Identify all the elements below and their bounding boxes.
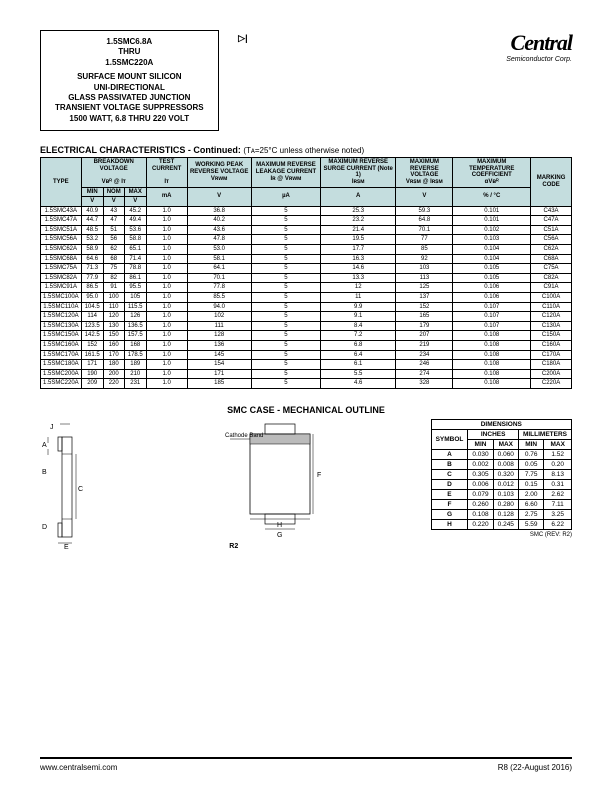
label-F: F (317, 472, 321, 479)
subtitle-line3: GLASS PASSIVATED JUNCTION (55, 93, 204, 103)
th-max-v: V (124, 197, 146, 207)
th-temp-coef: MAXIMUM TEMPERATURE COEFFICIENTαVʙᴿ (453, 158, 531, 187)
table-row: 1.5SMC110A104.5110115.51.094.059.91520.1… (41, 302, 572, 312)
dimensions-block: DIMENSIONS SYMBOL INCHES MILLIMETERS MIN… (431, 419, 572, 538)
logo: Central Semiconductor Corp. (506, 30, 572, 63)
th-marking: MARKING CODE (531, 158, 572, 207)
th-v1: V (187, 187, 251, 206)
label-cathode: Cathode Band (225, 433, 263, 439)
title-line2: THRU (55, 47, 204, 57)
table-row: 1.5SMC43A40.94345.21.036.8525.359.30.101… (41, 206, 572, 216)
table-row: A0.0300.0600.761.52 (431, 449, 571, 459)
th-min-v: V (81, 197, 103, 207)
table-row: 1.5SMC100A95.01001051.085.55111370.106C1… (41, 293, 572, 303)
subtitle-line2: UNI-DIRECTIONAL (55, 83, 204, 93)
label-D: D (42, 524, 47, 531)
table-row: C0.3050.3207.758.13 (431, 469, 571, 479)
table-row: 1.5SMC220A2092202311.018554.63280.108C22… (41, 379, 572, 389)
th-ma: mA (146, 187, 187, 206)
label-J: J (50, 424, 54, 431)
table-row: 1.5SMC75A71.37578.81.064.1514.61030.105C… (41, 264, 572, 274)
table-row: 1.5SMC160A1521601681.013656.82190.108C16… (41, 341, 572, 351)
footer: www.centralsemi.com R8 (22-August 2016) (40, 757, 572, 772)
logo-main: Central (506, 30, 572, 56)
th-ua: µA (251, 187, 320, 206)
table-row: 1.5SMC68A64.66871.41.058.1516.3920.104C6… (41, 254, 572, 264)
label-H: H (277, 522, 282, 529)
table-row: 1.5SMC91A86.59195.51.077.85121250.106C91… (41, 283, 572, 293)
label-C: C (78, 486, 83, 493)
r2-label: R2 (229, 543, 345, 550)
th-nom-v: V (103, 197, 124, 207)
th-surge: MAXIMUM REVERSE SURGE CURRENT (Note 1)Iʀ… (321, 158, 396, 187)
mech-title: SMC CASE - MECHANICAL OUTLINE (40, 405, 572, 415)
th-reverse-v: MAXIMUM REVERSE VOLTAGEVʀꜱᴍ @ Iʀꜱᴍ (396, 158, 453, 187)
th-a: A (321, 187, 396, 206)
mech-side-view: J A B C D E (40, 419, 140, 559)
dims-mm: MILLIMETERS (518, 429, 571, 439)
table-row: 1.5SMC120A1141201261.010259.11650.107C12… (41, 312, 572, 322)
logo-sub: Semiconductor Corp. (506, 56, 572, 63)
footer-rev: R8 (22-August 2016) (498, 763, 572, 772)
th-type: TYPE (41, 158, 82, 207)
subtitle-line1: SURFACE MOUNT SILICON (55, 72, 204, 82)
title-box: ▷| 1.5SMC6.8A THRU 1.5SMC220A SURFACE MO… (40, 30, 219, 131)
title-line1: 1.5SMC6.8A (55, 37, 204, 47)
dimensions-table: DIMENSIONS SYMBOL INCHES MILLIMETERS MIN… (431, 419, 572, 530)
electrical-table: TYPE BREAKDOWN VOLTAGEVʙᴿ @ Iᴛ TEST CURR… (40, 157, 572, 389)
table-row: 1.5SMC51A48.55153.61.043.6521.470.10.102… (41, 225, 572, 235)
footer-url: www.centralsemi.com (40, 763, 117, 772)
table-row: 1.5SMC47A44.74749.41.040.2523.264.80.101… (41, 216, 572, 226)
table-row: H0.2200.2455.596.22 (431, 519, 571, 529)
th-nom: NOM (103, 187, 124, 197)
table-row: 1.5SMC200A1902002101.017155.52740.108C20… (41, 369, 572, 379)
th-leakage: MAXIMUM REVERSE LEAKAGE CURRENTIʀ @ Vʀᴡᴍ (251, 158, 320, 187)
table-row: 1.5SMC130A123.5130136.51.011158.41790.10… (41, 321, 572, 331)
dims-symbol: SYMBOL (431, 429, 468, 449)
th-working: WORKING PEAK REVERSE VOLTAGEVʀᴡᴍ (187, 158, 251, 187)
th-pct: % / °C (453, 187, 531, 206)
th-test-current: TEST CURRENTIᴛ (146, 158, 187, 187)
table-row: B0.0020.0080.050.20 (431, 459, 571, 469)
diode-symbol: ▷| (238, 33, 247, 45)
label-B: B (42, 469, 47, 476)
label-A: A (42, 442, 47, 449)
table-row: 1.5SMC56A53.25658.81.047.8519.5770.103C5… (41, 235, 572, 245)
dims-title: DIMENSIONS (431, 419, 571, 429)
th-v2: V (396, 187, 453, 206)
section-title: ELECTRICAL CHARACTERISTICS - Continued: … (40, 145, 572, 155)
table-row: D0.0060.0120.150.31 (431, 479, 571, 489)
table-row: 1.5SMC62A58.96265.11.053.0517.7850.104C6… (41, 245, 572, 255)
table-row: 1.5SMC150A142.5150157.51.012857.22070.10… (41, 331, 572, 341)
subtitle-line5: 1500 WATT, 6.8 THRU 220 VOLT (55, 114, 204, 124)
table-row: 1.5SMC170A161.5170178.51.014556.42340.10… (41, 350, 572, 360)
th-max: MAX (124, 187, 146, 197)
th-breakdown: BREAKDOWN VOLTAGEVʙᴿ @ Iᴛ (81, 158, 146, 187)
table-row: F0.2600.2806.607.11 (431, 499, 571, 509)
dims-rev: SMC (REV: R2) (431, 532, 572, 538)
title-line3: 1.5SMC220A (55, 58, 204, 68)
dims-inches: INCHES (468, 429, 519, 439)
mech-top-view: Cathode Band F G H R2 (225, 419, 345, 550)
table-row: 1.5SMC180A1711801891.015456.12460.108C18… (41, 360, 572, 370)
th-min: MIN (81, 187, 103, 197)
table-row: E0.0790.1032.002.62 (431, 489, 571, 499)
table-row: G0.1080.1282.753.25 (431, 509, 571, 519)
subtitle-line4: TRANSIENT VOLTAGE SUPPRESSORS (55, 103, 204, 113)
label-E: E (64, 544, 69, 551)
table-row: 1.5SMC82A77.98286.11.070.1513.31130.105C… (41, 273, 572, 283)
label-G: G (277, 532, 282, 539)
